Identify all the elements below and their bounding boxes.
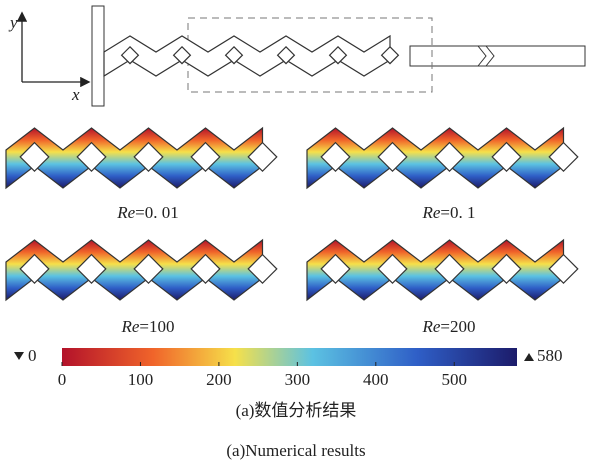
inlet	[92, 6, 104, 106]
label-symbol: Re	[421, 203, 440, 222]
colorbar-tick-label: 300	[285, 370, 311, 389]
colorbar-tick-label: 0	[58, 370, 67, 389]
label-value: =200	[440, 317, 475, 336]
panel-label: Re=0. 01	[116, 203, 179, 222]
caption-chinese: (a)数值分析结果	[236, 401, 357, 420]
min-marker	[14, 352, 24, 360]
outlet	[410, 46, 585, 66]
label-value: =100	[139, 317, 174, 336]
figure: y x Re=0. 01Re=0. 1Re=100Re=200 0 580 (a…	[0, 0, 593, 470]
channel	[104, 36, 390, 76]
colorbar: 0 580	[14, 346, 563, 366]
label-symbol: Re	[120, 317, 139, 336]
caption-english: (a)Numerical results	[226, 441, 365, 460]
colorbar-max-label: 580	[537, 346, 563, 365]
colorbar-tick-label: 100	[128, 370, 154, 389]
label-value: =0. 1	[440, 203, 475, 222]
y-axis-label: y	[8, 13, 18, 32]
panel-label: Re=0. 1	[421, 203, 475, 222]
colorbar-tick-label: 500	[441, 370, 467, 389]
label-symbol: Re	[116, 203, 135, 222]
colorbar-tick-label: 400	[363, 370, 389, 389]
colorbar-min-label: 0	[28, 346, 37, 365]
label-value: =0. 01	[135, 203, 179, 222]
colorbar-tick-label: 200	[206, 370, 232, 389]
colorbar-gradient	[62, 348, 517, 366]
panel-label: Re=100	[120, 317, 174, 336]
schematic: y x	[8, 6, 585, 106]
label-symbol: Re	[421, 317, 440, 336]
panel-label: Re=200	[421, 317, 475, 336]
max-marker	[524, 353, 534, 361]
x-axis-label: x	[71, 85, 80, 104]
